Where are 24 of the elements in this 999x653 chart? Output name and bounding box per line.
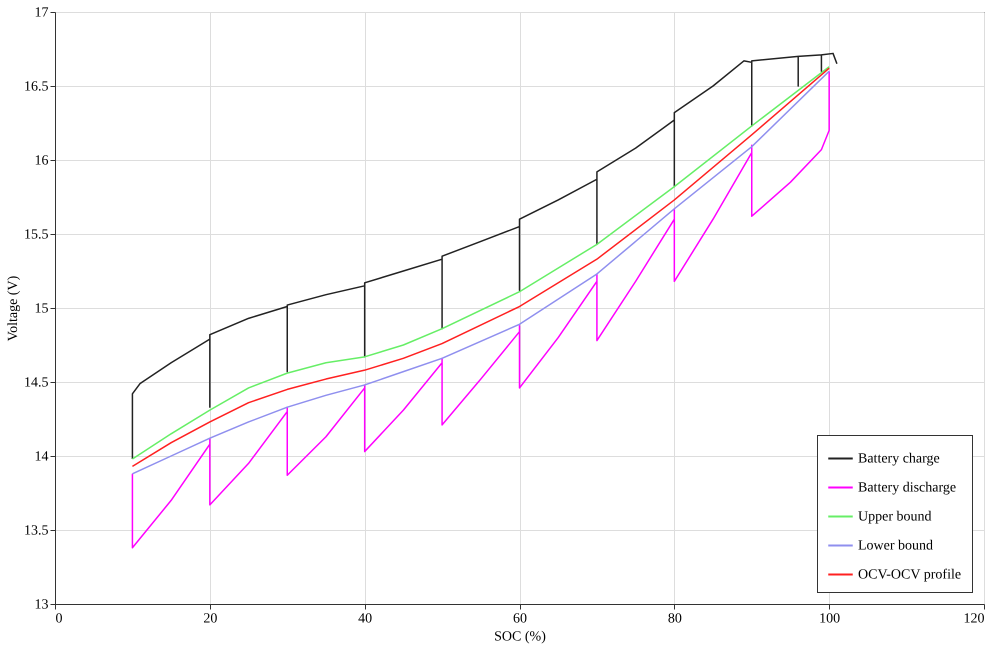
x-tick-label: 20: [203, 612, 218, 626]
x-tick-label: 80: [668, 612, 682, 626]
legend-label: OCV-OCV profile: [858, 568, 962, 582]
y-tick-label: 17: [34, 6, 48, 20]
y-tick-label: 16: [34, 154, 48, 168]
x-tick-label: 40: [358, 612, 372, 626]
x-tick-label: 60: [513, 612, 527, 626]
y-tick-label: 15: [34, 302, 48, 316]
y-axis-title: Voltage (V): [6, 275, 21, 342]
x-tick-label: 120: [964, 612, 984, 626]
x-tick-label: 100: [819, 612, 840, 626]
x-tick-label: 0: [56, 612, 62, 626]
legend-label: Upper bound: [858, 510, 932, 524]
y-tick-label: 16.5: [24, 80, 48, 94]
legend-label: Battery charge: [858, 452, 940, 466]
y-tick-label: 14.5: [24, 376, 48, 390]
legend-label: Lower bound: [858, 538, 934, 554]
y-tick-label: 13: [34, 598, 48, 612]
line-series: [132, 70, 830, 549]
y-tick-label: 13.5: [24, 524, 48, 538]
x-axis-title: SOC (%): [494, 630, 546, 644]
y-tick-label: 14: [34, 450, 48, 464]
y-tick-label: 15.5: [24, 228, 48, 242]
legend-label: Battery discharge: [858, 480, 956, 496]
